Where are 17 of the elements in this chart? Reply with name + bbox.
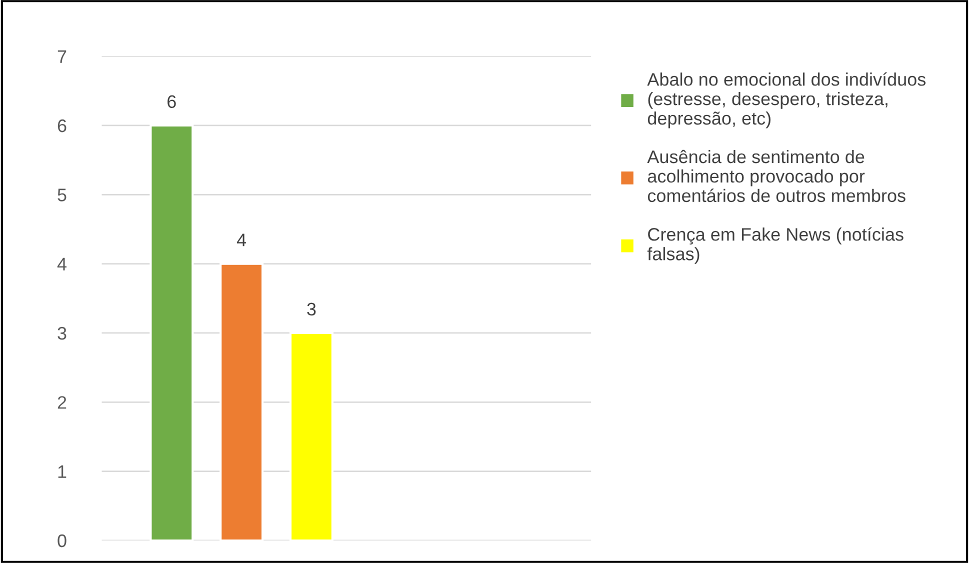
y-tick-label: 6 — [58, 119, 66, 132]
y-tick-label: 1 — [58, 465, 66, 478]
data-label: 6 — [168, 95, 176, 108]
data-label: 4 — [236, 234, 246, 246]
legend-label: Crença em Fake News (notícias falsas) — [647, 227, 904, 264]
y-tick-label: 3 — [58, 326, 66, 340]
y-tick-label: 0 — [58, 534, 66, 548]
data-label: 3 — [307, 302, 316, 316]
bar — [150, 124, 194, 540]
legend-label: Ausência de sentimento de acolhimento provocado por comentários de outros membros — [647, 150, 906, 202]
y-tick-label: 2 — [58, 396, 66, 409]
y-tick-label: 4 — [57, 258, 66, 270]
legend-label: Abalo no emocional dos indivíduos (estresse, desespero, tristeza, depressão, etc) — [647, 72, 926, 128]
bar — [289, 332, 334, 540]
bar — [220, 262, 264, 540]
y-tick-label: 5 — [58, 188, 66, 202]
y-tick-label: 7 — [58, 50, 66, 63]
